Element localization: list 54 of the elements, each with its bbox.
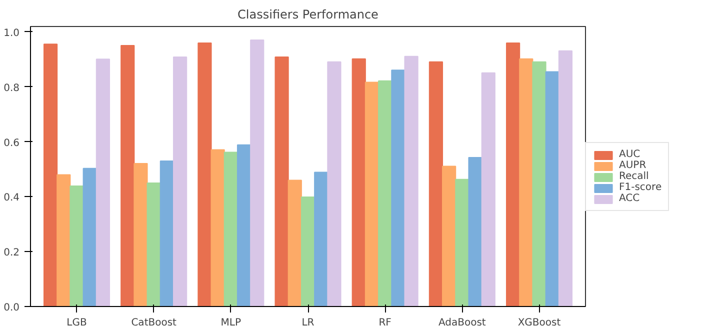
legend-label: Recall <box>619 171 649 182</box>
bar <box>558 50 573 306</box>
x-tick-label: RF <box>378 318 392 328</box>
bar <box>442 166 456 306</box>
bar <box>70 185 84 306</box>
bar <box>160 160 174 306</box>
bar <box>506 42 520 306</box>
bar <box>56 174 71 306</box>
y-tick-label: 0.0 <box>4 302 20 314</box>
bar <box>288 180 302 306</box>
bar <box>198 42 212 306</box>
y-tick-label: 0.8 <box>4 82 20 94</box>
bar <box>172 56 188 306</box>
bar <box>224 152 238 306</box>
bar <box>300 196 316 306</box>
bar <box>519 58 534 306</box>
bar <box>43 44 58 306</box>
bar <box>314 172 328 306</box>
bar <box>134 162 148 306</box>
bar <box>327 61 342 306</box>
x-tick-label: LR <box>302 318 314 328</box>
bar <box>82 168 97 306</box>
bar <box>210 149 225 306</box>
bar <box>274 56 289 306</box>
legend-label: AUC <box>619 149 640 160</box>
bar <box>120 44 135 306</box>
chart-title: Classifiers Performance <box>238 8 378 22</box>
x-tick-label: MLP <box>220 318 242 328</box>
legend-label: F1-score <box>619 182 662 193</box>
bar <box>96 58 110 306</box>
legend-label: AUPR <box>619 160 646 171</box>
bar <box>404 56 418 306</box>
bar <box>378 80 392 306</box>
bar <box>236 144 252 306</box>
x-tick-label: AdaBoost <box>438 318 486 328</box>
y-tick-label: 0.2 <box>4 248 20 259</box>
bar <box>455 178 470 306</box>
bar <box>532 61 546 306</box>
bar <box>364 82 380 306</box>
bar <box>352 58 366 306</box>
bar <box>481 72 496 306</box>
bar <box>428 61 444 306</box>
y-tick-label: 1.0 <box>4 28 20 39</box>
y-tick-label: 0.6 <box>4 138 20 149</box>
bar <box>545 71 560 306</box>
x-tick-label: LGB <box>66 318 87 328</box>
x-tick-label: CatBoost <box>131 318 177 328</box>
x-tick-label: XGBoost <box>518 318 561 328</box>
y-tick-label: 0.4 <box>4 192 20 204</box>
bar <box>391 70 406 306</box>
bar <box>146 182 161 306</box>
bar <box>250 39 264 306</box>
legend-label: ACC <box>619 193 640 204</box>
bar <box>468 156 482 306</box>
